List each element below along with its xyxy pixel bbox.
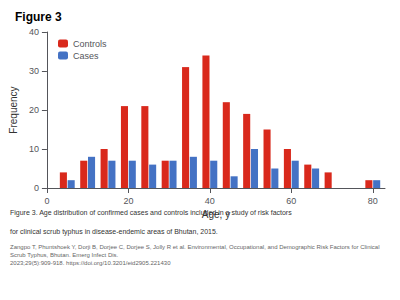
svg-text:Figure 3. Age distribution of: Figure 3. Age distribution of confirmed … xyxy=(10,209,292,217)
svg-text:Cases: Cases xyxy=(73,51,99,61)
svg-text:40: 40 xyxy=(29,27,39,37)
svg-text:0: 0 xyxy=(34,183,39,193)
svg-text:Frequency: Frequency xyxy=(8,86,19,133)
svg-text:60: 60 xyxy=(286,196,296,206)
svg-text:20: 20 xyxy=(29,105,39,115)
svg-text:Age, y: Age, y xyxy=(202,209,230,220)
svg-text:0: 0 xyxy=(44,196,49,206)
svg-text:80: 80 xyxy=(368,196,378,206)
svg-text:40: 40 xyxy=(205,196,215,206)
svg-text:10: 10 xyxy=(29,144,39,154)
svg-text:Scrub Typhus, Bhutan. Emerg In: Scrub Typhus, Bhutan. Emerg Infect Dis. xyxy=(10,252,119,258)
svg-text:for clinical scrub typhus in d: for clinical scrub typhus in disease-end… xyxy=(10,228,218,236)
svg-text:20: 20 xyxy=(123,196,133,206)
svg-text:Zangpo T, Phuntshoek Y, Dorji: Zangpo T, Phuntshoek Y, Dorji B, Dorjee … xyxy=(10,244,381,250)
svg-text:Figure 3: Figure 3 xyxy=(15,10,62,24)
svg-text:30: 30 xyxy=(29,66,39,76)
svg-text:Controls: Controls xyxy=(73,39,107,49)
svg-text:2023;29(5):909-918. https://do: 2023;29(5):909-918. https://doi.org/10.3… xyxy=(10,260,171,266)
